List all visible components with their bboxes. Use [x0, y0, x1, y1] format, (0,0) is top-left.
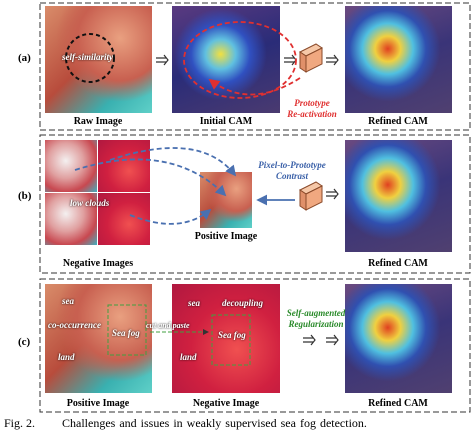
annotation: land: [58, 352, 75, 362]
method-label: Pixel-to-Prototype Contrast: [258, 160, 325, 182]
negative-image: [172, 284, 280, 393]
panel-label: (b): [18, 190, 32, 202]
method-label: Self-augmented Regularization: [287, 308, 346, 330]
negative-image: [45, 193, 97, 245]
refined-cam: [345, 140, 452, 252]
image-caption: Positive Image: [66, 398, 130, 409]
flow-arrows: [156, 54, 339, 346]
image-caption: Positive Image: [194, 231, 258, 242]
text: Pixel-to-Prototype: [258, 160, 326, 170]
refined-cam: [345, 284, 452, 393]
annotation: Sea fog: [112, 328, 140, 338]
image-caption: Refined CAM: [368, 398, 428, 409]
text: Self-augmented: [286, 308, 346, 318]
positive-image: [45, 284, 152, 393]
annotation: Sea fog: [218, 330, 246, 340]
image-caption: Negative Images: [62, 258, 134, 269]
text: Regularization: [288, 319, 344, 329]
annotation: decoupling: [222, 298, 264, 308]
method-label: Prototype Re-activation: [287, 98, 337, 120]
fog-box: [211, 314, 251, 366]
refined-cam: [345, 6, 452, 113]
prototype-cube: [299, 181, 323, 211]
text: Re-activation: [287, 109, 337, 119]
panel-frame: [39, 278, 471, 413]
negative-image: [45, 140, 97, 192]
image-caption: Initial CAM: [199, 116, 253, 127]
negative-image: [98, 140, 150, 192]
image-caption: Raw Image: [73, 116, 123, 127]
figure-caption-label: Fig. 2.: [4, 416, 36, 430]
panel-frame: [39, 134, 471, 274]
reactivation-arrows: [183, 21, 301, 99]
image-caption: Negative Image: [192, 398, 260, 409]
text: Prototype: [294, 98, 330, 108]
similarity-ring: [65, 33, 115, 83]
annotation: co-occurrence: [48, 320, 101, 330]
fog-box: [107, 304, 147, 356]
figure-caption: Challenges and issues in weakly supervis…: [62, 416, 367, 430]
annotation: sea: [62, 296, 74, 306]
image-caption: Refined CAM: [368, 116, 428, 127]
prototype-cube: [299, 43, 323, 73]
annotation: low clouds: [70, 198, 110, 208]
text: Contrast: [275, 171, 309, 181]
annotation: cut and paste: [146, 321, 190, 330]
panel-label: (a): [18, 52, 31, 64]
annotation: self-similarity: [62, 52, 113, 62]
image-caption: Refined CAM: [368, 258, 428, 269]
annotation: land: [180, 352, 197, 362]
annotation: sea: [188, 298, 200, 308]
contrast-arrows: [74, 147, 295, 225]
panel-label: (c): [18, 336, 31, 348]
raw-image: [45, 6, 152, 113]
